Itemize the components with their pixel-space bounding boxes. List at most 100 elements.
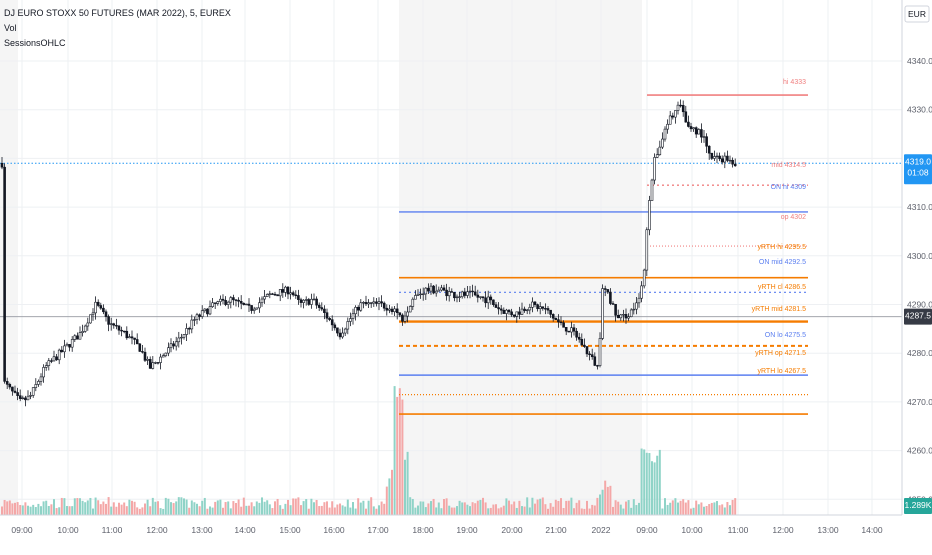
candle-body — [648, 200, 651, 231]
currency-badge[interactable] — [904, 5, 930, 23]
session-level-label: yRTH hi 4295.5 — [757, 244, 806, 251]
candle-body — [320, 307, 324, 310]
candle-body — [414, 295, 417, 300]
volume-bar — [614, 500, 617, 515]
volume-badge-text: 1.289K — [905, 500, 932, 510]
volume-bar — [81, 500, 84, 515]
candle-body — [86, 322, 90, 327]
candle-body — [200, 310, 204, 317]
volume-bar — [583, 508, 586, 515]
volume-bar — [289, 505, 292, 515]
current-price-badge-text: 4319.0 — [905, 156, 931, 166]
candle-body — [330, 319, 334, 326]
candle-body — [551, 314, 555, 319]
volume-bar — [1, 506, 3, 515]
volume-bar — [567, 500, 570, 515]
volume-bar — [11, 503, 14, 515]
volume-bar — [19, 504, 22, 515]
volume-bar — [385, 486, 388, 515]
volume-bar — [560, 498, 562, 515]
volume-bar — [391, 469, 393, 515]
candle-body — [388, 308, 391, 311]
candle-body — [702, 136, 706, 138]
currency-badge-text: EUR — [908, 9, 926, 19]
session-level-label: mid 4314.5 — [771, 162, 806, 169]
candle-body — [494, 304, 498, 308]
candle-body — [232, 297, 235, 301]
volume-bar — [341, 505, 344, 515]
candle-body — [429, 285, 433, 292]
price-tick-label: 4310.0 — [907, 202, 932, 212]
candle-body — [102, 307, 105, 313]
candle-body — [187, 328, 191, 330]
volume-bar — [300, 505, 302, 515]
candle-body — [273, 293, 277, 296]
volume-bar — [45, 500, 48, 515]
candle-body — [437, 289, 441, 292]
candle-body — [359, 302, 363, 311]
volume-bar — [622, 508, 625, 515]
candle-body — [271, 293, 274, 295]
volume-bar — [674, 498, 677, 515]
candle-body — [468, 290, 472, 293]
candle-body — [666, 123, 669, 130]
volume-indicator-label[interactable]: Vol — [4, 23, 17, 33]
volume-bar — [138, 508, 141, 515]
candle-body — [349, 318, 352, 322]
candle-body — [297, 295, 300, 300]
volume-bar — [599, 494, 601, 515]
volume-bar — [339, 503, 341, 515]
volume-bar — [97, 500, 100, 515]
candle-body — [411, 298, 415, 307]
candle-body — [284, 286, 287, 293]
candle-body — [401, 314, 404, 322]
volume-bar — [528, 507, 531, 515]
time-tick-label: 19:00 — [456, 525, 478, 535]
sessions-indicator-label[interactable]: SessionsOHLC — [4, 38, 66, 48]
volume-bar — [21, 505, 24, 515]
candle-body — [47, 360, 51, 366]
volume-bar — [443, 499, 445, 515]
volume-bar — [185, 499, 188, 515]
volume-bar — [505, 498, 508, 515]
candle-body — [486, 296, 490, 304]
candle-body — [341, 332, 344, 338]
candle-body — [484, 297, 487, 304]
volume-bar — [170, 502, 172, 515]
candle-body — [624, 314, 628, 319]
volume-bar — [601, 489, 604, 515]
candle-body — [281, 289, 285, 293]
volume-bar — [274, 501, 276, 515]
volume-bar — [526, 497, 529, 515]
candle-body — [440, 287, 443, 291]
symbol-title[interactable]: DJ EURO STOXX 50 FUTURES (MAR 2022), 5, … — [4, 8, 231, 18]
candle-body — [258, 302, 261, 309]
candle-body — [590, 354, 594, 358]
volume-bar — [414, 507, 417, 515]
volume-bar — [502, 505, 505, 515]
volume-bar — [211, 507, 214, 515]
volume-bar — [682, 499, 685, 515]
candle-body — [70, 339, 74, 348]
candle-body — [68, 344, 71, 348]
volume-bar — [76, 498, 79, 515]
candle-body — [346, 321, 350, 330]
candle-body — [583, 344, 586, 347]
session-shade — [399, 0, 642, 515]
candle-body — [24, 397, 27, 401]
candle-body — [39, 376, 43, 382]
volume-bar — [245, 505, 248, 515]
volume-bar — [508, 500, 510, 515]
candle-body — [385, 307, 389, 311]
candle-body — [148, 358, 152, 369]
candle-body — [635, 302, 638, 310]
volume-bar — [323, 502, 326, 515]
volume-bar — [422, 501, 425, 515]
candle-body — [642, 269, 646, 287]
candle-body — [531, 301, 534, 308]
candle-body — [117, 325, 121, 331]
volume-bar — [591, 504, 594, 515]
candle-body — [234, 299, 238, 301]
